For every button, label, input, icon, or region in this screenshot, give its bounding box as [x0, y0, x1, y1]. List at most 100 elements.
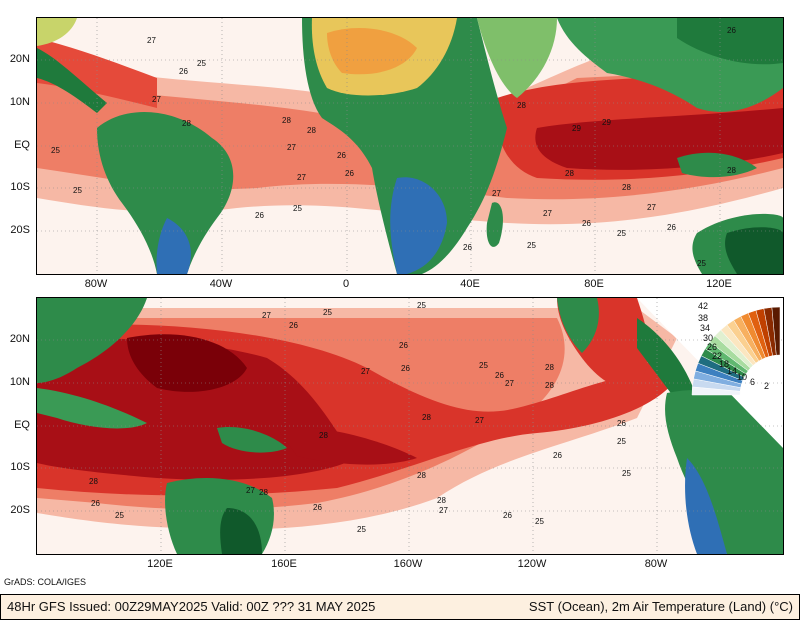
contour-label: 28	[89, 477, 98, 486]
contour-label: 26	[179, 67, 188, 76]
top-map-graphic: 27 25 26 27 25 25 28 28 28 27 27 26 26 2…	[37, 18, 783, 274]
lat-label: 20S	[10, 224, 30, 236]
contour-label: 27	[262, 311, 271, 320]
contour-label: 26	[399, 341, 408, 350]
lon-label: 40W	[209, 278, 233, 290]
contour-label: 28	[545, 381, 554, 390]
contour-label: 28	[182, 119, 191, 128]
contour-label: 26	[401, 364, 410, 373]
contour-label: 27	[492, 189, 501, 198]
contour-label: 25	[73, 186, 82, 195]
lon-label: 40E	[460, 278, 480, 290]
contour-label: 26	[91, 499, 100, 508]
colorbar-label: 14	[727, 366, 737, 376]
footer-bar: 48Hr GFS Issued: 00Z29MAY2025 Valid: 00Z…	[0, 594, 800, 620]
top-map-panel: 27 25 26 27 25 25 28 28 28 27 27 26 26 2…	[36, 17, 784, 275]
contour-label: 28	[565, 169, 574, 178]
contour-label: 25	[417, 301, 426, 310]
lat-label: 20N	[9, 333, 30, 345]
lon-label: 120E	[147, 558, 173, 570]
colorbar-wedge	[771, 306, 781, 356]
contour-label: 27	[439, 506, 448, 515]
footer-issued-text: 48Hr GFS Issued: 00Z29MAY2025 Valid: 00Z…	[7, 599, 376, 614]
contour-label: 26	[582, 219, 591, 228]
contour-label: 28	[727, 166, 736, 175]
lon-label: 0	[342, 278, 350, 290]
contour-label: 27	[543, 209, 552, 218]
contour-label: 28	[319, 431, 328, 440]
bottom-map-panel: 27 26 25 25 26 27 25 26 27 28 28 27 28 2…	[36, 297, 784, 555]
contour-label: 25	[323, 308, 332, 317]
contour-label: 28	[282, 116, 291, 125]
lon-label: 160W	[393, 558, 423, 570]
colorbar-label: 18	[719, 359, 729, 369]
lon-label: 80E	[584, 278, 604, 290]
lat-label: 10S	[10, 181, 30, 193]
contour-label: 28	[417, 471, 426, 480]
contour-label: 26	[727, 26, 736, 35]
colorbar-wedges	[691, 306, 781, 396]
contour-label: 25	[115, 511, 124, 520]
colorbar-label: 38	[698, 313, 708, 323]
lat-label: 10S	[10, 461, 30, 473]
footer-variable-text: SST (Ocean), 2m Air Temperature (Land) (…	[528, 599, 793, 614]
contour-label: 25	[617, 437, 626, 446]
contour-label: 26	[337, 151, 346, 160]
contour-label: 25	[527, 241, 536, 250]
contour-label: 25	[535, 517, 544, 526]
contour-label: 25	[197, 59, 206, 68]
lon-label: 80W	[644, 558, 668, 570]
contour-label: 27	[287, 143, 296, 152]
lat-label: 10N	[9, 96, 30, 108]
contour-label: 25	[293, 204, 302, 213]
colorbar-label: 34	[700, 323, 710, 333]
contour-label: 26	[503, 511, 512, 520]
lat-label: EQ	[14, 419, 30, 431]
contour-label: 25	[697, 259, 706, 268]
contour-label: 27	[152, 95, 161, 104]
contour-label: 26	[553, 451, 562, 460]
contour-label: 27	[475, 416, 484, 425]
colorbar-label: 26	[707, 342, 717, 352]
colorbar-label: 2	[764, 381, 769, 391]
contour-label: 25	[51, 146, 60, 155]
colorbar-label: 6	[750, 377, 755, 387]
contour-label: 27	[361, 367, 370, 376]
contour-label: 28	[259, 488, 268, 497]
contour-label: 27	[147, 36, 156, 45]
colorbar-label: 42	[698, 301, 708, 311]
contour-label: 27	[297, 173, 306, 182]
lat-label: 20S	[10, 504, 30, 516]
colorbar-label: 22	[712, 351, 722, 361]
contour-label: 29	[602, 118, 611, 127]
contour-label: 29	[572, 124, 581, 133]
contour-label: 25	[617, 229, 626, 238]
contour-label: 25	[357, 525, 366, 534]
contour-label: 26	[667, 223, 676, 232]
lat-label: 20N	[9, 53, 30, 65]
contour-label: 28	[517, 101, 526, 110]
bottom-map-graphic: 27 26 25 25 26 27 25 26 27 28 28 27 28 2…	[37, 298, 783, 554]
contour-label: 28	[437, 496, 446, 505]
lon-label: 160E	[271, 558, 297, 570]
lat-label: EQ	[14, 139, 30, 151]
contour-label: 25	[479, 361, 488, 370]
contour-label: 27	[246, 486, 255, 495]
lon-label: 120W	[517, 558, 547, 570]
contour-label: 27	[647, 203, 656, 212]
contour-label: 26	[495, 371, 504, 380]
colorbar-label: 30	[703, 333, 713, 343]
contour-label: 27	[505, 379, 514, 388]
contour-label: 28	[422, 413, 431, 422]
contour-label: 26	[255, 211, 264, 220]
lat-label: 10N	[9, 376, 30, 388]
contour-label: 26	[345, 169, 354, 178]
contour-label: 26	[617, 419, 626, 428]
credit-text: GrADS: COLA/IGES	[4, 577, 87, 587]
contour-label: 25	[622, 469, 631, 478]
colorbar-label: 10	[737, 372, 747, 382]
colorbar: 42 38 34 30 26 22 18 14 10 6 2	[691, 301, 781, 396]
contour-label: 28	[622, 183, 631, 192]
contour-label: 28	[307, 126, 316, 135]
contour-label: 28	[545, 363, 554, 372]
